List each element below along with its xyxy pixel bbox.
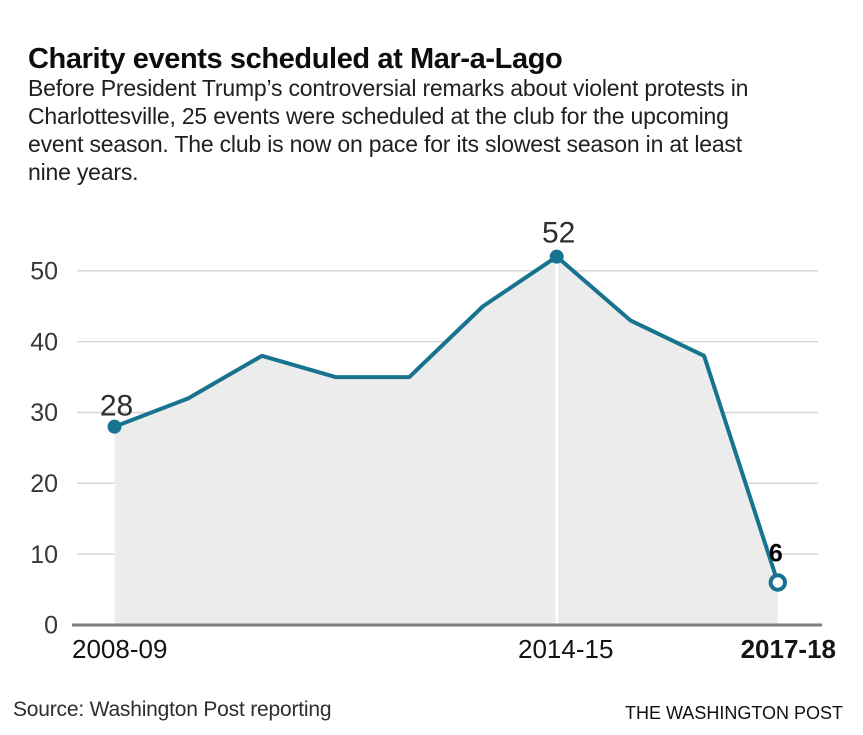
data-point-dot-filled [107, 419, 122, 434]
washington-post-wordmark: THE WASHINGTON POST [624, 703, 843, 723]
data-point-dot-open [768, 573, 787, 592]
y-axis-label: 40 [30, 328, 58, 356]
x-axis-label: 2014-15 [518, 634, 613, 664]
chart-subtitle: Before President Trump’s controversial r… [28, 74, 848, 186]
subtitle-line: event season. The club is now on pace fo… [28, 131, 742, 157]
subtitle-line: Before President Trump’s controversial r… [28, 75, 749, 101]
x-axis-label: 2008-09 [72, 634, 167, 664]
chart-title: Charity events scheduled at Mar-a-Lago [28, 43, 563, 76]
trend-line [112, 254, 780, 585]
data-point-label: 28 [100, 390, 133, 423]
area-chart: 0 10 20 30 40 50 2008-09 2014-15 2017-18 28 52 6 [0, 215, 863, 675]
y-axis-label: 20 [30, 470, 58, 498]
data-point-label: 6 [769, 540, 783, 568]
source-note: Source: Washington Post reporting [13, 698, 332, 721]
subtitle-line: nine years. [28, 159, 139, 185]
y-axis-label: 30 [30, 399, 58, 427]
chart-svg: 0 10 20 30 40 50 2008-09 2014-15 2017-18 28 52 6 [30, 217, 836, 664]
x-axis-label: 2017-18 [741, 634, 836, 664]
subtitle-line: Charlottesville, 25 events were schedule… [28, 103, 729, 129]
y-axis-label: 50 [30, 258, 58, 286]
data-point-dot-filled [549, 249, 564, 264]
y-axis-label: 10 [30, 541, 58, 569]
area-fill [114, 256, 778, 624]
y-axis-label: 0 [44, 612, 58, 640]
data-point-label: 52 [542, 217, 575, 250]
